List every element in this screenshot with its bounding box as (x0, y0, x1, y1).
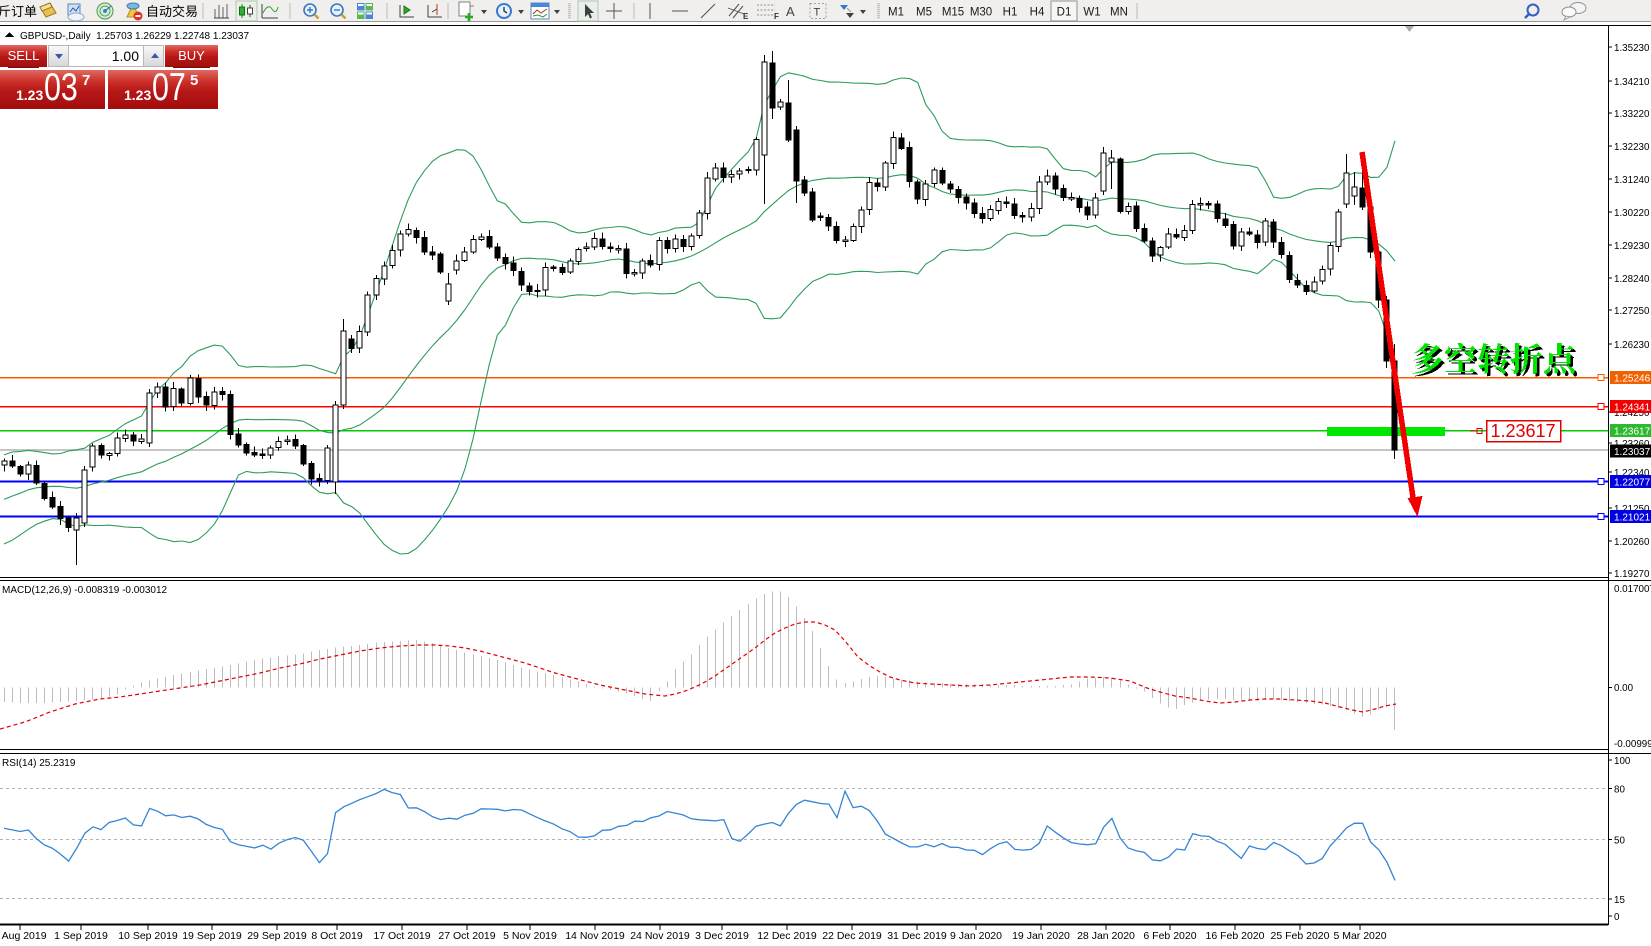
svg-text:16 Feb 2020: 16 Feb 2020 (1206, 930, 1265, 942)
svg-text:T: T (814, 7, 821, 19)
svg-text:M1: M1 (888, 7, 904, 19)
svg-text:31 Dec 2019: 31 Dec 2019 (887, 930, 947, 942)
svg-text:1.27250: 1.27250 (1614, 306, 1650, 317)
svg-text:1.24250: 1.24250 (1614, 408, 1650, 419)
svg-text:-0.00999: -0.00999 (1614, 739, 1651, 750)
svg-text:1.21250: 1.21250 (1614, 504, 1650, 515)
svg-text:1.30220: 1.30220 (1614, 208, 1650, 219)
svg-text:24 Nov 2019: 24 Nov 2019 (630, 930, 690, 942)
svg-text:50: 50 (1614, 836, 1625, 847)
svg-text:6 Feb 2020: 6 Feb 2020 (1143, 930, 1196, 942)
svg-text:M5: M5 (916, 7, 932, 19)
svg-text:1.23617: 1.23617 (1490, 421, 1555, 441)
svg-text:19 Sep 2019: 19 Sep 2019 (182, 930, 242, 942)
svg-text:1.28240: 1.28240 (1614, 274, 1650, 285)
svg-text:22 Dec 2019: 22 Dec 2019 (822, 930, 882, 942)
svg-text:17 Oct 2019: 17 Oct 2019 (373, 930, 430, 942)
svg-text:100: 100 (1614, 756, 1631, 767)
svg-text:RSI(14) 25.2319: RSI(14) 25.2319 (2, 758, 76, 769)
svg-text:14 Nov 2019: 14 Nov 2019 (565, 930, 625, 942)
svg-text:19 Jan 2020: 19 Jan 2020 (1012, 930, 1070, 942)
svg-text:W1: W1 (1083, 7, 1100, 19)
svg-text:1.20260: 1.20260 (1614, 537, 1650, 548)
svg-text:0: 0 (1614, 912, 1620, 923)
svg-text:1.23037: 1.23037 (1614, 447, 1651, 458)
svg-text:H1: H1 (1003, 7, 1018, 19)
svg-text:MN: MN (1110, 7, 1128, 19)
svg-text:9 Jan 2020: 9 Jan 2020 (950, 930, 1002, 942)
svg-text:1.23617: 1.23617 (1614, 427, 1651, 438)
svg-text:M15: M15 (942, 7, 964, 19)
svg-text:2 Aug 2019: 2 Aug 2019 (0, 930, 47, 942)
svg-text:10 Sep 2019: 10 Sep 2019 (118, 930, 178, 942)
svg-text:1.34210: 1.34210 (1614, 77, 1650, 88)
svg-text:80: 80 (1614, 785, 1625, 796)
svg-text:1.25246: 1.25246 (1614, 374, 1651, 385)
svg-text:12 Dec 2019: 12 Dec 2019 (757, 930, 817, 942)
svg-text:0.017007: 0.017007 (1614, 584, 1651, 595)
svg-text:A: A (786, 4, 795, 19)
svg-text:1.22340: 1.22340 (1614, 468, 1650, 479)
svg-text:25 Feb 2020: 25 Feb 2020 (1271, 930, 1330, 942)
svg-text:1.31240: 1.31240 (1614, 175, 1650, 186)
svg-text:5 Mar 2020: 5 Mar 2020 (1333, 930, 1386, 942)
svg-text:E: E (743, 12, 749, 21)
svg-text:3 Dec 2019: 3 Dec 2019 (695, 930, 749, 942)
svg-text:15: 15 (1614, 895, 1625, 906)
svg-text:1.24341: 1.24341 (1614, 403, 1651, 414)
svg-text:1.19270: 1.19270 (1614, 569, 1650, 580)
svg-text:28 Jan 2020: 28 Jan 2020 (1077, 930, 1135, 942)
svg-text:GBPUSD-,Daily 1.25703 1.26229: GBPUSD-,Daily 1.25703 1.26229 1.22748 1.… (20, 31, 249, 42)
svg-text:0.00: 0.00 (1614, 683, 1634, 694)
svg-text:1.26230: 1.26230 (1614, 340, 1650, 351)
svg-text:1 Sep 2019: 1 Sep 2019 (54, 930, 108, 942)
svg-text:8 Oct 2019: 8 Oct 2019 (311, 930, 363, 942)
svg-text:27 Oct 2019: 27 Oct 2019 (438, 930, 495, 942)
svg-text:F: F (774, 12, 779, 21)
svg-text:D1: D1 (1057, 7, 1072, 19)
svg-text:M30: M30 (970, 7, 992, 19)
svg-text:1.22077: 1.22077 (1614, 478, 1651, 489)
svg-text:5 Nov 2019: 5 Nov 2019 (503, 930, 557, 942)
svg-text:1.21021: 1.21021 (1614, 513, 1651, 524)
svg-text:1.33220: 1.33220 (1614, 109, 1650, 120)
svg-text:H4: H4 (1030, 7, 1045, 19)
svg-text:1.29230: 1.29230 (1614, 241, 1650, 252)
svg-text:1.32230: 1.32230 (1614, 142, 1650, 153)
svg-text:MACD(12,26,9) -0.008319 -0.003: MACD(12,26,9) -0.008319 -0.003012 (2, 585, 168, 596)
svg-text:1.35230: 1.35230 (1614, 43, 1650, 54)
svg-text:29 Sep 2019: 29 Sep 2019 (247, 930, 307, 942)
